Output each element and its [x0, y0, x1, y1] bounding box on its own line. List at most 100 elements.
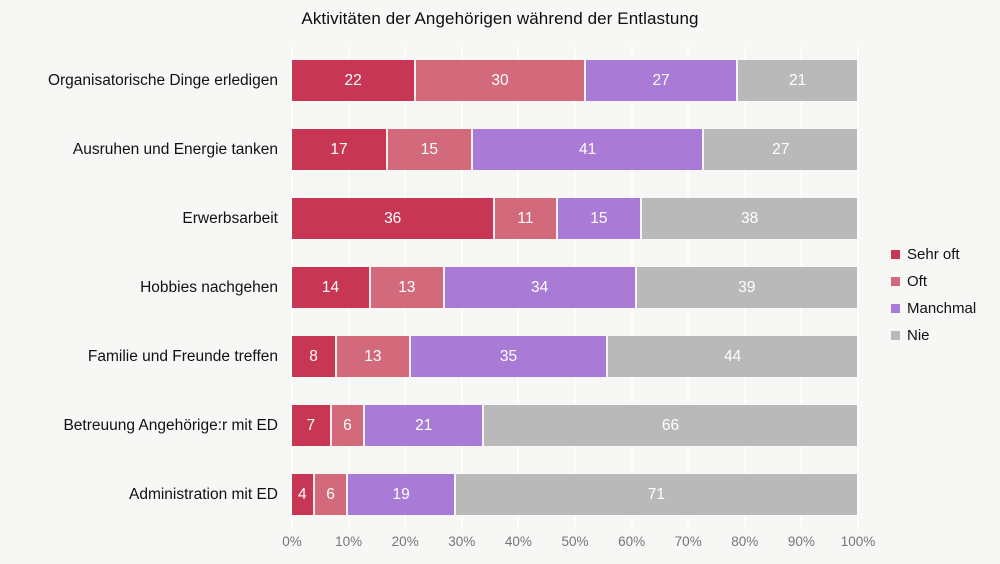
bar-value: 35 [499, 347, 518, 365]
bar-value: 11 [517, 209, 534, 227]
gridline [857, 46, 859, 529]
bar-rows: Organisatorische Dinge erledigen 22 30 27 21… [0, 46, 857, 529]
bar-value: 36 [384, 209, 402, 227]
x-axis-tick: 10% [335, 534, 363, 549]
x-axis-tick: 50% [561, 534, 589, 549]
legend-marker-manchmal [891, 304, 900, 313]
bar-value: 71 [647, 485, 666, 503]
category-label: Administration mit ED [128, 485, 278, 503]
bar-value: 30 [491, 71, 509, 89]
bar-segment-sehr-oft: 4 [292, 474, 315, 515]
bar-row: Organisatorische Dinge erledigen 22 30 27 21 [0, 46, 857, 115]
category-label: Familie und Freunde treffen [87, 347, 278, 365]
x-axis-tick: 0% [282, 534, 302, 549]
bar-value: 6 [343, 416, 352, 434]
bar-value: 44 [724, 347, 742, 365]
bar-segment-sehr-oft: 8 [292, 336, 338, 377]
x-axis-tick: 100% [840, 534, 876, 549]
x-axis-tick: 20% [391, 534, 419, 549]
bar-value: 14 [321, 278, 340, 296]
bar-value: 34 [530, 278, 549, 296]
bar-track: 4 6 19 71 [292, 474, 857, 515]
bar-row: Administration mit ED 4 6 19 71 [0, 460, 857, 529]
bar-track: 36 11 15 38 [292, 198, 857, 239]
bar-row: Familie und Freunde treffen 8 13 35 44 [0, 322, 857, 391]
bar-value: 7 [306, 416, 316, 434]
bar-segment-nie: 71 [455, 474, 857, 515]
x-axis-tick: 40% [504, 534, 532, 549]
bar-segment-manchmal: 19 [348, 474, 456, 515]
legend-item: Manchmal [891, 300, 976, 317]
bar-value: 39 [738, 278, 756, 296]
bar-value: 17 [330, 140, 348, 158]
bar-segment-oft: 6 [331, 405, 366, 446]
x-axis-tick: 60% [618, 534, 646, 549]
bar-segment-manchmal: 41 [472, 129, 705, 170]
bar-track: 14 13 34 39 [292, 267, 857, 308]
bar-row: Betreuung Angehörige:r mit ED 7 6 21 66 [0, 391, 857, 460]
bar-segment-oft: 13 [337, 336, 411, 377]
category-label: Erwerbsarbeit [182, 209, 278, 227]
bar-value: 15 [420, 140, 439, 158]
legend-marker-sehr-oft [891, 250, 900, 259]
bar-segment-sehr-oft: 22 [292, 60, 417, 101]
legend-item: Oft [891, 273, 976, 290]
bar-row: Hobbies nachgehen 14 13 34 39 [0, 253, 857, 322]
legend-label: Manchmal [907, 300, 977, 317]
bar-segment-oft: 15 [388, 129, 473, 170]
bar-value: 27 [652, 71, 670, 89]
bar-track: 22 30 27 21 [292, 60, 857, 101]
bar-track: 17 15 41 27 [292, 129, 857, 170]
bar-segment-nie: 39 [636, 267, 857, 308]
bar-value: 6 [326, 485, 335, 503]
category-label: Organisatorische Dinge erledigen [47, 71, 278, 89]
bar-value: 13 [364, 347, 382, 365]
bar-row: Erwerbsarbeit 36 11 15 38 [0, 184, 857, 253]
bar-value: 15 [590, 209, 608, 227]
chart-title: Aktivitäten der Angehörigen während der … [301, 9, 699, 28]
bar-segment-oft: 13 [371, 267, 445, 308]
bar-value: 4 [297, 485, 307, 503]
bar-segment-oft: 6 [314, 474, 349, 515]
bar-segment-nie: 27 [704, 129, 857, 170]
bar-value: 22 [344, 71, 362, 89]
category-label: Betreuung Angehörige:r mit ED [63, 416, 278, 434]
legend-item: Sehr oft [891, 246, 976, 263]
x-axis-tick: 30% [448, 534, 476, 549]
x-axis-tick: 90% [787, 534, 815, 549]
legend-marker-nie [891, 331, 900, 340]
bar-segment-sehr-oft: 17 [292, 129, 389, 170]
bar-value: 21 [415, 416, 433, 434]
bar-segment-manchmal: 21 [365, 405, 485, 446]
bar-value: 66 [661, 416, 680, 434]
bar-segment-manchmal: 35 [410, 336, 609, 377]
bar-segment-oft: 11 [495, 198, 558, 239]
chart-area: Organisatorische Dinge erledigen 22 30 27 21… [0, 46, 1000, 549]
bar-segment-nie: 44 [608, 336, 857, 377]
bar-segment-manchmal: 15 [557, 198, 643, 239]
bar-value: 41 [578, 140, 597, 158]
bar-segment-sehr-oft: 36 [292, 198, 496, 239]
legend-label: Sehr oft [907, 246, 960, 263]
bar-segment-manchmal: 34 [444, 267, 637, 308]
category-label: Ausruhen und Energie tanken [72, 140, 278, 158]
legend-marker-oft [891, 277, 900, 286]
bar-segment-oft: 30 [416, 60, 586, 101]
bar-value: 38 [741, 209, 759, 227]
bar-segment-manchmal: 27 [585, 60, 739, 101]
bar-row: Ausruhen und Energie tanken 17 15 41 27 [0, 115, 857, 184]
bar-value: 27 [772, 140, 790, 158]
bar-value: 19 [392, 485, 410, 503]
x-axis-tick: 80% [731, 534, 759, 549]
bar-segment-nie: 21 [738, 60, 857, 101]
bar-segment-sehr-oft: 7 [292, 405, 332, 446]
x-axis: 0% 10% 20% 30% 40% 50% 60% 70% 80% 90% 100% [282, 534, 875, 554]
bar-value: 21 [789, 71, 807, 89]
bar-value: 8 [309, 347, 318, 365]
legend: Sehr oft Oft Manchmal Nie [891, 246, 976, 354]
category-label: Hobbies nachgehen [140, 278, 278, 296]
legend-label: Oft [907, 273, 928, 290]
bar-segment-nie: 66 [484, 405, 857, 446]
bar-value: 13 [398, 278, 416, 296]
